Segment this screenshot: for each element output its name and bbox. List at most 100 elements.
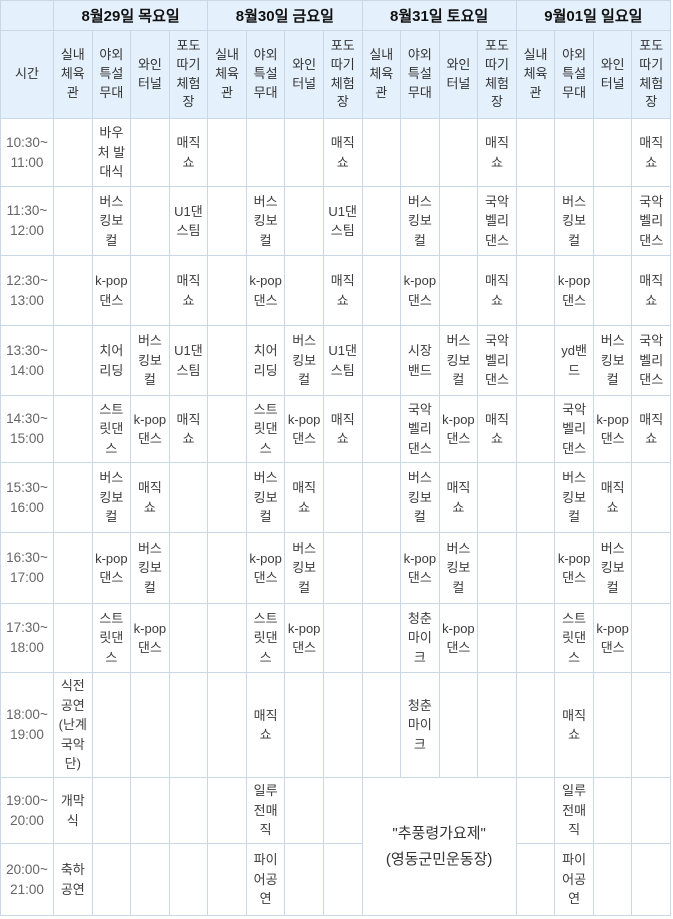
empty-cell (631, 672, 671, 778)
venue-header-wine-tunnel: 와인터널 (592, 30, 633, 119)
empty-cell (515, 255, 556, 326)
event-cell: 스트릿댄스 (91, 603, 132, 673)
empty-cell (284, 118, 324, 187)
event-cell: 매직쇼 (322, 395, 363, 463)
empty-cell (168, 777, 209, 844)
time-column-header: 시간 (0, 30, 54, 119)
empty-cell (438, 255, 479, 326)
event-cell: 국악벨리댄스 (400, 395, 440, 463)
schedule-row: 14:30~ 15:00 스트릿댄스 k-pop댄스 매직쇼 스트릿댄스 k-pop댄스 매… (0, 395, 671, 463)
special-event-cell: "추풍령가요제" (영동군민운동장) (361, 777, 517, 916)
empty-cell (592, 118, 633, 187)
event-cell: 버스킹보컬 (554, 186, 594, 256)
empty-cell (361, 532, 402, 604)
schedule-row: 18:00~ 19:00 식전공연(난계국악단) 매직쇼 청춘마이크 매직쇼 (0, 672, 671, 778)
empty-cell (438, 118, 479, 187)
event-cell: k-pop댄스 (554, 255, 594, 326)
event-cell: 치어리딩 (245, 325, 286, 396)
event-cell: 국악벨리댄스 (631, 325, 671, 396)
schedule-row: 19:00~ 20:00 개막식 일루전매직 "추풍령가요제" (영동군민운동장) 일루전… (0, 777, 671, 916)
event-cell: k-pop댄스 (284, 603, 324, 673)
event-cell: 매직쇼 (477, 255, 517, 326)
empty-cell (53, 118, 93, 187)
empty-cell (53, 186, 93, 256)
event-cell: 매직쇼 (168, 255, 209, 326)
empty-cell (322, 462, 363, 533)
empty-cell (168, 462, 209, 533)
venue-header-indoor-gym: 실내체육관 (361, 30, 402, 119)
event-cell: 버스킹보컬 (592, 325, 633, 396)
empty-cell (361, 462, 402, 533)
venue-header-wine-tunnel: 와인터널 (438, 30, 479, 119)
event-cell: 파이어공연 (245, 843, 286, 916)
empty-cell (477, 462, 517, 533)
event-cell: 버스킹보컬 (91, 186, 132, 256)
time-cell: 19:00~ 20:00 (0, 777, 54, 844)
empty-cell (53, 462, 93, 533)
event-cell: 스트릿댄스 (91, 395, 132, 463)
empty-cell (554, 118, 594, 187)
time-cell: 10:30~ 11:00 (0, 118, 54, 187)
event-cell: 매직쇼 (168, 118, 209, 187)
empty-cell (322, 843, 363, 916)
empty-cell (400, 118, 440, 187)
empty-cell (361, 186, 402, 256)
event-cell: 바우처 발대식 (91, 118, 132, 187)
event-cell: 매직쇼 (284, 462, 324, 533)
empty-cell (284, 672, 324, 778)
empty-cell (361, 672, 402, 778)
empty-cell (207, 777, 247, 844)
empty-cell (361, 395, 402, 463)
empty-cell (361, 325, 402, 396)
event-cell: U1댄스팀 (168, 186, 209, 256)
empty-cell (592, 843, 633, 916)
empty-cell (284, 186, 324, 256)
schedule-body: 10:30~ 11:00 바우처 발대식 매직쇼 매직쇼 매직쇼 매직쇼 11:30~ 12… (0, 118, 671, 916)
time-cell: 13:30~ 14:00 (0, 325, 54, 396)
empty-cell (592, 255, 633, 326)
empty-cell (53, 603, 93, 673)
event-cell: 버스킹보컬 (130, 532, 170, 604)
venue-header-grape-picking: 포도따기체험장 (631, 30, 671, 119)
empty-cell (130, 672, 170, 778)
empty-cell (130, 186, 170, 256)
time-cell: 11:30~ 12:00 (0, 186, 54, 256)
empty-cell (207, 603, 247, 673)
venue-header-row: 시간 실내체육관 야외특설무대 와인터널 포도따기체험장 실내체육관 야외특설무… (0, 30, 671, 119)
schedule-row: 12:30~ 13:00 k-pop댄스 매직쇼 k-pop댄스 매직쇼 k-pop댄스 매… (0, 255, 671, 326)
venue-header-grape-picking: 포도따기체험장 (168, 30, 209, 119)
event-cell: 버스킹보컬 (400, 462, 440, 533)
venue-header-indoor-gym: 실내체육관 (207, 30, 247, 119)
corner-cell (0, 0, 54, 31)
empty-cell (515, 186, 556, 256)
empty-cell (284, 255, 324, 326)
event-cell: 버스킹보컬 (91, 462, 132, 533)
empty-cell (515, 118, 556, 187)
day-header-fri: 8월30일 금요일 (207, 0, 363, 31)
event-cell: 시장밴드 (400, 325, 440, 396)
event-cell: k-pop댄스 (91, 255, 132, 326)
empty-cell (592, 672, 633, 778)
time-cell: 17:30~ 18:00 (0, 603, 54, 673)
empty-cell (207, 325, 247, 396)
event-cell: U1댄스팀 (322, 325, 363, 396)
schedule-row: 15:30~ 16:00 버스킹보컬 매직쇼 버스킹보컬 매직쇼 버스킹보컬 매직쇼 버스킹보… (0, 462, 671, 533)
empty-cell (207, 462, 247, 533)
event-cell: 개막식 (53, 777, 93, 844)
event-cell: k-pop댄스 (91, 532, 132, 604)
event-cell: 버스킹보컬 (284, 325, 324, 396)
venue-header-grape-picking: 포도따기체험장 (477, 30, 517, 119)
special-event-location: (영동군민운동장) (385, 850, 493, 868)
empty-cell (515, 462, 556, 533)
empty-cell (592, 777, 633, 844)
event-cell: 스트릿댄스 (554, 603, 594, 673)
event-cell: 스트릿댄스 (245, 603, 286, 673)
empty-cell (130, 118, 170, 187)
event-cell: 버스킹보컬 (284, 532, 324, 604)
event-cell: k-pop댄스 (284, 395, 324, 463)
schedule-row: 11:30~ 12:00 버스킹보컬 U1댄스팀 버스킹보컬 U1댄스팀 버스킹보컬 국악벨… (0, 186, 671, 256)
event-cell: k-pop댄스 (400, 255, 440, 326)
event-cell: 축하공연 (53, 843, 93, 916)
event-cell: k-pop댄스 (438, 603, 479, 673)
